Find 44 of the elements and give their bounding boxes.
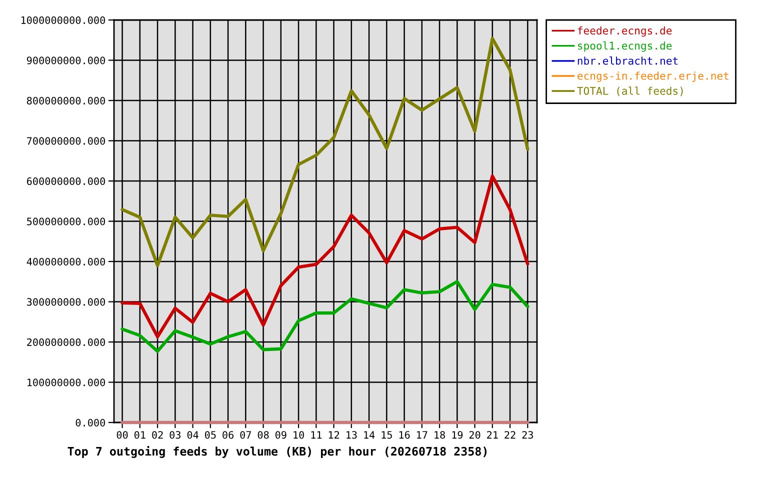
legend-label: feeder.ecngs.de: [578, 26, 672, 37]
y-tick-label: 400000000.000: [26, 258, 106, 266]
text: Top 7 outgoing feeds by volume (KB) per hour (20260718 2358): [68, 446, 487, 458]
x-tick-label: 06: [222, 431, 234, 439]
x-tick-label: 09: [275, 431, 286, 439]
x-tick-label: 07: [240, 431, 251, 439]
y-tick-label: 500000000.000: [27, 218, 106, 226]
x-tick-label: 01: [134, 431, 146, 439]
x-tick-label: 14: [364, 431, 375, 439]
x-tick-label: 22: [504, 431, 516, 439]
x-tick-label: 12: [328, 431, 340, 439]
legend-label: nbr.elbracht.net: [578, 56, 678, 65]
y-tick-label: 700000000.000: [27, 137, 106, 145]
x-tick-label: 20: [469, 431, 480, 439]
x-tick-label: 23: [522, 431, 533, 439]
x-tick-label: 04: [187, 431, 198, 439]
x-tick-label: 08: [258, 431, 269, 439]
x-tick-label: 13: [346, 431, 357, 439]
x-tick-label: 21: [487, 431, 498, 439]
x-tick-label: 19: [452, 431, 463, 439]
y-tick-label: 200000000.000: [27, 338, 106, 346]
legend-label: spool1.ecngs.de: [578, 41, 672, 52]
y-tick-label: 0.000: [76, 418, 106, 427]
legend-label: ecngs-in.feeder.erje.net: [578, 72, 728, 82]
y-tick-label: 900000000.000: [26, 56, 106, 64]
x-tick-label: 15: [382, 431, 392, 439]
x-tick-label: 00: [116, 431, 128, 439]
line-series: [120, 36, 530, 268]
line-series: [120, 174, 530, 338]
x-tick-label: 17: [417, 431, 428, 439]
y-tick-label: 800000000.000: [26, 96, 106, 105]
x-tick-label: 18: [434, 431, 445, 439]
y-tick-label: 1000000000.000: [21, 16, 106, 24]
legend-label: TOTAL (all feeds): [577, 86, 683, 96]
x-tick-label: 10: [294, 431, 304, 439]
x-tick-label: 02: [152, 431, 163, 439]
y-tick-label: 600000000.000: [26, 177, 106, 186]
x-tick-label: 16: [399, 431, 410, 439]
x-tick-label: 05: [204, 431, 216, 439]
line-series: [120, 280, 530, 353]
y-tick-label: 100000000.000: [28, 378, 106, 386]
y-tick-label: 300000000.000: [26, 298, 106, 306]
x-tick-label: 11: [311, 431, 322, 439]
x-tick-label: 03: [170, 431, 180, 439]
